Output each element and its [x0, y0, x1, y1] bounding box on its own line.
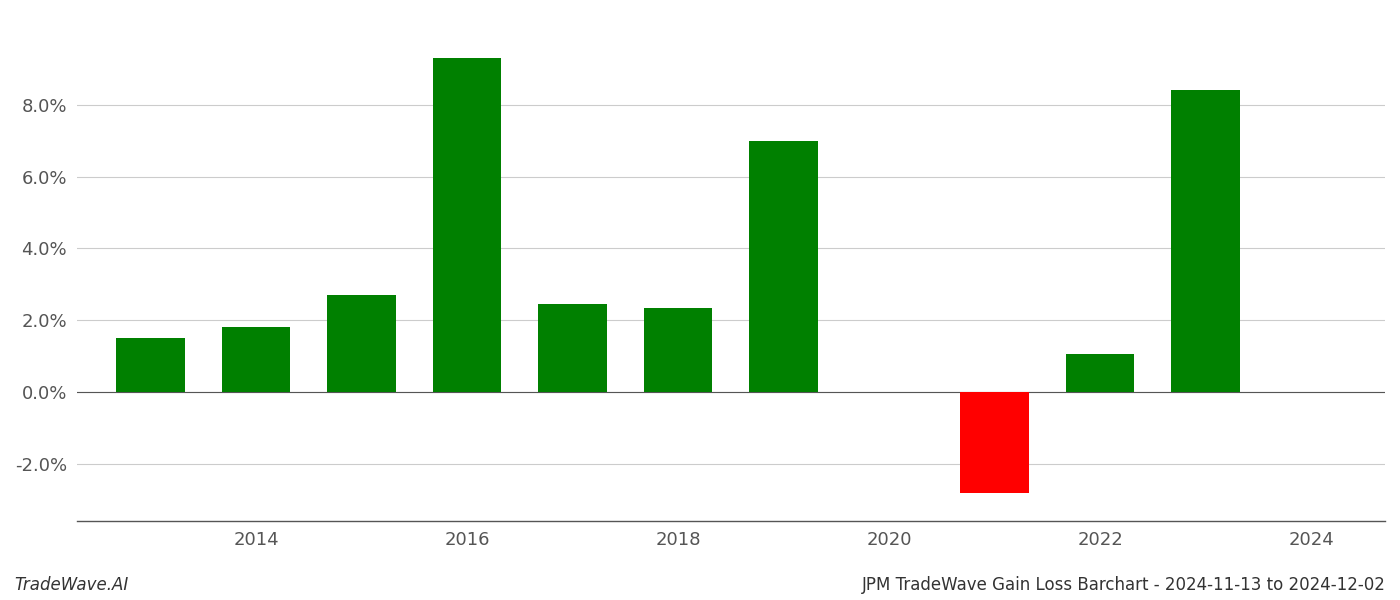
Bar	[1065, 355, 1134, 392]
Bar	[1172, 91, 1240, 392]
Bar	[644, 308, 713, 392]
Text: JPM TradeWave Gain Loss Barchart - 2024-11-13 to 2024-12-02: JPM TradeWave Gain Loss Barchart - 2024-…	[862, 576, 1386, 594]
Bar	[116, 338, 185, 392]
Bar	[328, 295, 396, 392]
Text: TradeWave.AI: TradeWave.AI	[14, 576, 129, 594]
Bar	[960, 392, 1029, 493]
Bar	[539, 304, 608, 392]
Bar	[749, 140, 818, 392]
Bar	[433, 58, 501, 392]
Bar	[223, 328, 290, 392]
